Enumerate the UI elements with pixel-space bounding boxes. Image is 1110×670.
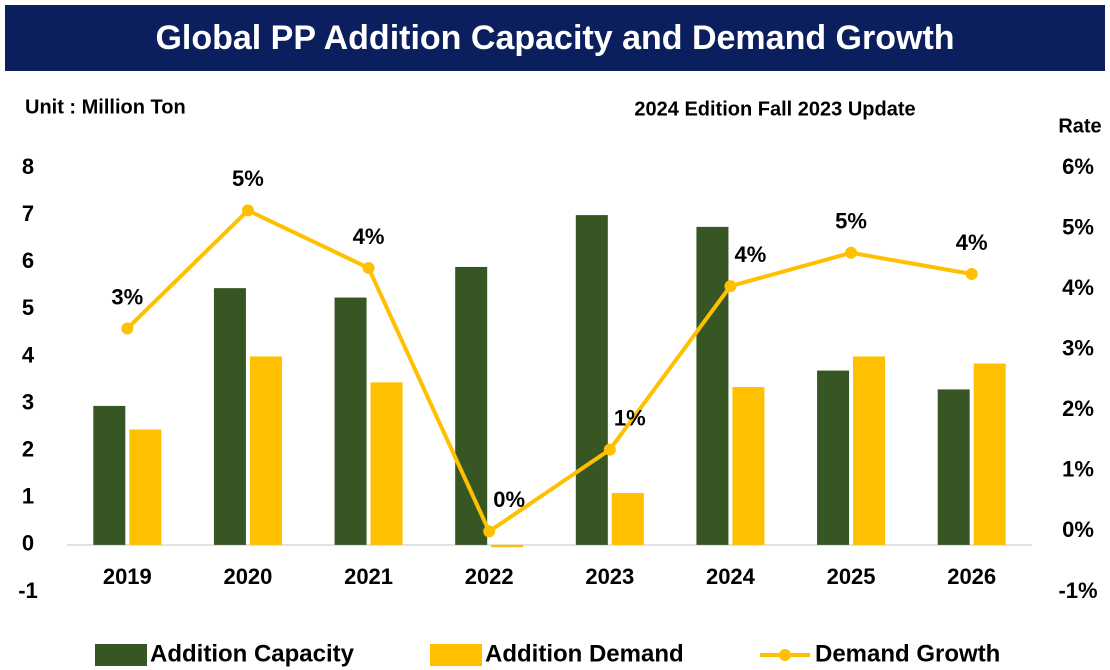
- x-tick-label: 2023: [585, 564, 634, 589]
- bar: [611, 493, 644, 545]
- x-tick-label: 2021: [344, 564, 393, 589]
- data-label: 4%: [956, 230, 988, 255]
- data-label: 4%: [353, 224, 385, 249]
- data-label: 4%: [735, 242, 767, 267]
- legend-label: Addition Capacity: [150, 640, 355, 667]
- bar: [732, 387, 765, 545]
- y-tick-label: 2: [22, 436, 34, 461]
- legend-swatch: [430, 644, 482, 666]
- bar: [575, 215, 608, 545]
- data-label: 0%: [493, 487, 525, 512]
- y2-tick-label: 0%: [1062, 517, 1094, 542]
- legend-marker: [779, 649, 791, 661]
- bar: [370, 382, 403, 545]
- y-tick-label: 3: [22, 389, 34, 414]
- line-marker: [845, 246, 858, 259]
- bar: [817, 370, 850, 545]
- legend-label: Demand Growth: [815, 640, 1000, 667]
- line-marker: [241, 204, 254, 217]
- bar: [213, 288, 246, 545]
- bar: [696, 226, 729, 545]
- x-tick-label: 2022: [465, 564, 514, 589]
- y-tick-label: 4: [22, 342, 35, 367]
- y-tick-label: 7: [22, 201, 34, 226]
- y-tick-label: -1: [18, 578, 38, 603]
- bar: [491, 544, 524, 548]
- line-marker: [121, 322, 134, 335]
- bar: [973, 363, 1006, 545]
- data-label: 3%: [111, 284, 143, 309]
- line-marker: [603, 443, 616, 456]
- line-marker: [965, 268, 978, 280]
- bar: [93, 405, 126, 545]
- y-axis-label: Unit : Million Ton: [25, 96, 186, 118]
- x-tick-label: 2025: [827, 564, 876, 589]
- bar: [129, 429, 162, 545]
- line: [125, 207, 973, 535]
- x-tick-label: 2019: [103, 564, 152, 589]
- y2-tick-label: 3%: [1062, 336, 1094, 361]
- y2-tick-label: 5%: [1062, 214, 1094, 239]
- x-tick-label: 2020: [223, 564, 272, 589]
- y-tick-label: 0: [22, 531, 34, 556]
- bar: [334, 297, 367, 545]
- title-banner: [5, 5, 1105, 71]
- legend-swatch: [95, 644, 147, 666]
- bar: [455, 266, 488, 545]
- line-marker: [483, 525, 496, 538]
- y2-tick-label: 2%: [1062, 396, 1094, 421]
- y2-axis-label: Rate: [1058, 115, 1101, 137]
- data-label: 5%: [835, 209, 867, 234]
- chart-title: Global PP Addition Capacity and Demand G…: [155, 19, 954, 57]
- data-label: 5%: [232, 166, 264, 191]
- bar: [249, 356, 282, 545]
- y-tick-label: 1: [22, 484, 34, 509]
- y-tick-label: 8: [22, 154, 34, 179]
- data-label: 1%: [614, 405, 646, 430]
- y2-tick-label: -1%: [1058, 578, 1097, 603]
- legend-label: Addition Demand: [485, 640, 684, 667]
- bar: [937, 389, 970, 545]
- subtitle: 2024 Edition Fall 2023 Update: [634, 98, 915, 120]
- line-marker: [362, 261, 375, 274]
- x-tick-label: 2026: [947, 564, 996, 589]
- bar: [853, 356, 886, 545]
- line-marker: [724, 280, 737, 293]
- y-tick-label: 6: [22, 248, 34, 273]
- y-tick-label: 5: [22, 295, 34, 320]
- y2-tick-label: 1%: [1062, 457, 1094, 482]
- y2-tick-label: 6%: [1062, 154, 1094, 179]
- y2-tick-label: 4%: [1062, 275, 1094, 300]
- x-tick-label: 2024: [706, 564, 756, 589]
